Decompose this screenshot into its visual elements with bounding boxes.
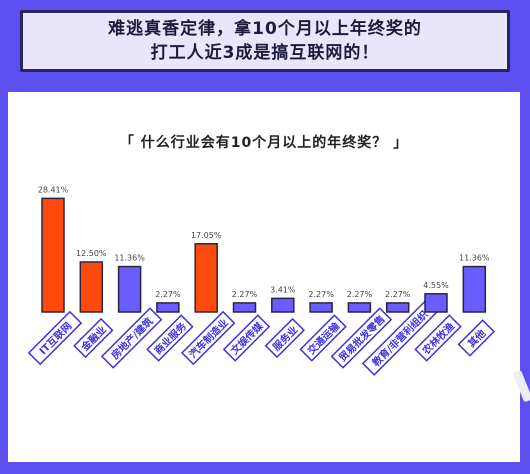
data-label-11: 11.36% xyxy=(459,254,490,263)
category-label-2: 房地产/建筑 xyxy=(100,307,163,369)
data-label-9: 2.27% xyxy=(385,290,411,299)
svg-text:房地产/建筑: 房地产/建筑 xyxy=(108,315,155,362)
data-label-2: 11.36% xyxy=(114,254,145,263)
bar-7 xyxy=(309,302,333,313)
data-label-6: 3.41% xyxy=(270,285,296,294)
data-label-5: 2.27% xyxy=(232,290,258,299)
bar-8 xyxy=(347,302,372,313)
bar-11 xyxy=(462,265,487,313)
data-label-1: 12.50% xyxy=(76,249,107,258)
bar-chart: 28.41%IT互联网12.50%金融业11.36%房地产/建筑2.27%商业服… xyxy=(27,185,496,376)
bar-3 xyxy=(156,302,180,313)
svg-text:IT互联网: IT互联网 xyxy=(36,319,74,357)
data-label-0: 28.41% xyxy=(38,185,69,194)
data-label-10: 4.55% xyxy=(423,281,449,290)
headline-banner: 难逃真香定律，拿10个月以上年终奖的 打工人近3成是搞互联网的！ xyxy=(20,10,510,72)
headline-line-1: 难逃真香定律，拿10个月以上年终奖的 xyxy=(108,19,422,39)
chart-panel: 「 什么行业会有10个月以上的年终奖？ 」 28.41% IT互联网 12.50% 金… xyxy=(8,92,520,462)
bar-0 xyxy=(41,197,65,313)
chart-title: 「 什么行业会有10个月以上的年终奖？ 」 xyxy=(119,135,409,151)
data-label-3: 2.27% xyxy=(155,290,181,299)
data-label-4: 17.05% xyxy=(191,231,222,240)
data-label-7: 2.27% xyxy=(308,290,334,299)
category-label-11: 其他 xyxy=(457,319,496,357)
category-label-0: IT互联网 xyxy=(27,310,83,366)
bar-4 xyxy=(194,243,218,313)
svg-text:汽车制造业: 汽车制造业 xyxy=(186,316,231,361)
bar-5 xyxy=(232,302,257,313)
bar-10 xyxy=(424,293,448,313)
headline-line-2: 打工人近3成是搞互联网的！ xyxy=(150,43,380,63)
category-label-4: 汽车制造业 xyxy=(180,310,236,366)
data-label-8: 2.27% xyxy=(347,290,373,299)
bar-1 xyxy=(79,261,104,313)
bar-6 xyxy=(271,297,295,313)
bar-2 xyxy=(117,265,142,313)
bar-9 xyxy=(385,302,410,313)
category-label-6: 服务业 xyxy=(264,317,305,359)
